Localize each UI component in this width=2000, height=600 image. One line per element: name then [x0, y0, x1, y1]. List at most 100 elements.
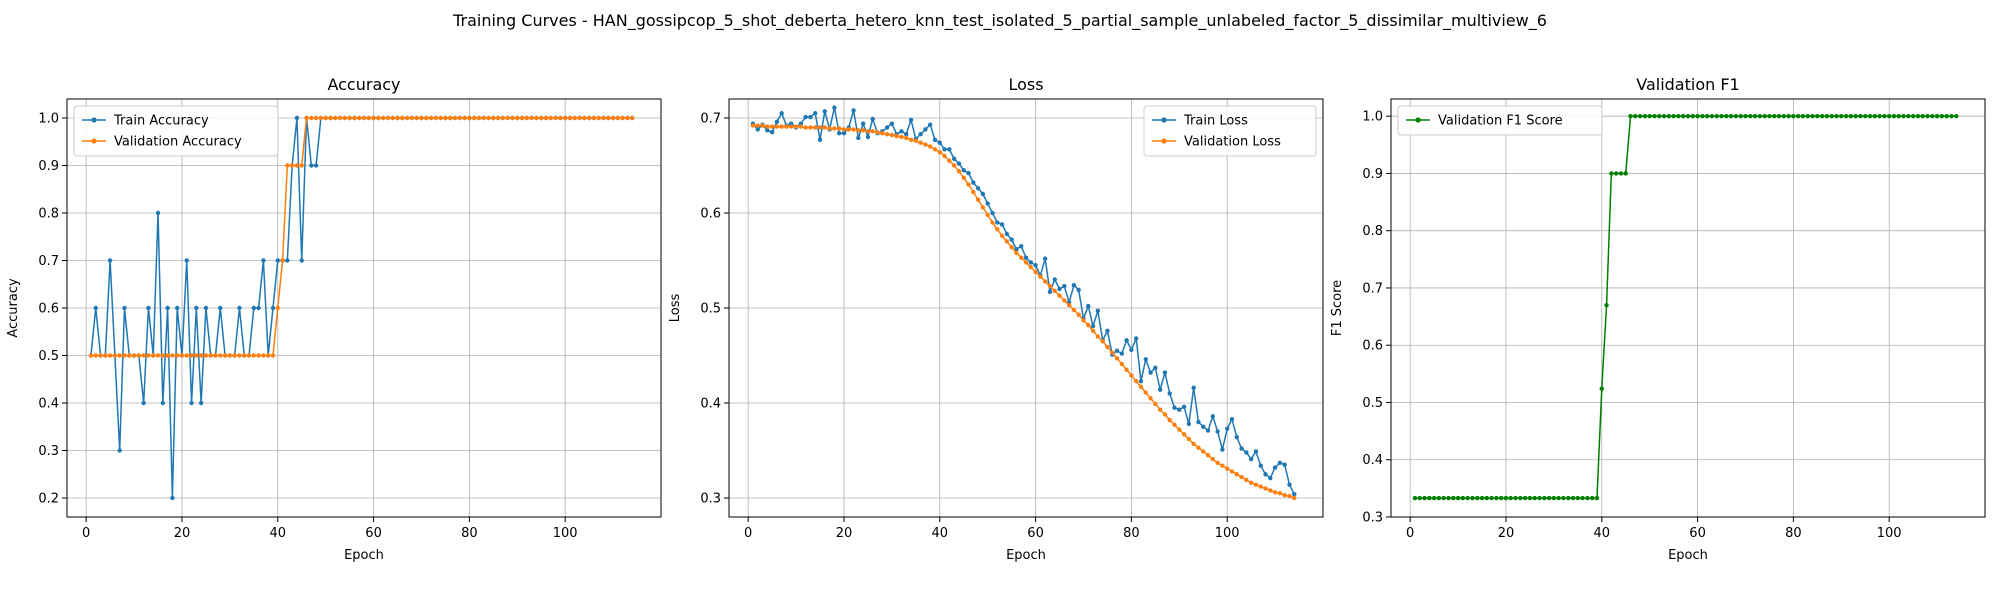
panel-1-series-2-point [567, 115, 573, 121]
panel-3-series-1-point [1431, 495, 1437, 501]
panel-2-series-1-point [1090, 323, 1096, 329]
panel-3-series-1-point [1944, 113, 1949, 119]
panel-1-x-tick-label: 20 [174, 526, 191, 541]
panel-1-series-2-point [333, 115, 338, 121]
panel-1-y-axis-label: Accuracy [6, 278, 21, 338]
panel-3-legend: Validation F1 Score [1397, 105, 1603, 136]
panel-1-series-2-point [495, 115, 501, 121]
panel-2-y-tick-label: 0.4 [700, 397, 721, 412]
panel-2-series-1-point [865, 134, 871, 140]
panel-1-legend-label: Validation Accuracy [114, 135, 242, 150]
panel-1-series-2-point [486, 115, 491, 121]
panel-1-series-2-point [462, 115, 467, 121]
panel-3-series-1-point [1872, 113, 1878, 119]
panel-1-series-2-point [467, 115, 472, 121]
panel-1-series-1-point [237, 305, 242, 311]
panel-1: 0 20 40 60 80 100 0.2 0.3 0.4 0.5 0.6 0.7 0.8 0.9 1.0 A… [6, 75, 662, 563]
panel-2-series-2-point [1272, 490, 1278, 495]
panel-2-series-2-point [1277, 491, 1283, 496]
panel-1-series-2-point [491, 115, 496, 121]
panel-2-series-1-point [1258, 463, 1263, 468]
panel-2-series-1-point [1196, 419, 1201, 425]
panel-3-x-tick-label: 0 [1406, 526, 1414, 541]
panel-1-y-tick-label: 1.0 [38, 112, 59, 127]
panel-3-series-1-point [1422, 495, 1427, 501]
panel-2-series-1-point [860, 121, 866, 126]
panel-2-series-2-point [942, 153, 947, 159]
panel-1-legend-swatch-marker [91, 138, 97, 144]
panel-3-series-1-point [1858, 113, 1863, 119]
panel-3-series-1-point [1901, 113, 1906, 119]
panel-2-y-tick-label: 0.6 [700, 207, 721, 222]
panel-1-series-1-point [218, 305, 223, 311]
panel-3-series-1-point [1657, 113, 1662, 119]
panel-1-series-2-point [529, 115, 534, 121]
panel-2-series-1-point [951, 156, 957, 162]
panel-2-series-1-point [1124, 338, 1129, 343]
panel-3-series-1-point [1570, 495, 1576, 501]
panel-1-series-2-point [294, 163, 300, 168]
panel-1-series-2 [88, 115, 635, 358]
panel-1-series-2-point [174, 353, 180, 358]
panel-3-series-1-point [1623, 171, 1628, 176]
panel-2-series-2-point [1186, 436, 1192, 442]
panel-3-series-1-point [1886, 113, 1892, 119]
panel-2-series-1-point [836, 131, 842, 136]
panel-1-series-2-point [438, 115, 443, 121]
panel-2-legend-swatch-marker [1161, 138, 1167, 144]
panel-1-series-1-point [294, 115, 300, 121]
panel-3-series-1-point [1891, 113, 1897, 119]
panel-3-series-1-point [1915, 113, 1921, 119]
panel-1-series-2-point [198, 353, 204, 358]
panel-2-series-1-point [980, 191, 986, 197]
panel-2-series-2-point [1081, 318, 1086, 323]
panel-1-series-2-point [213, 353, 218, 358]
panel-2-series-2-point [1124, 367, 1129, 372]
panel-2-series-1-point [856, 135, 861, 141]
panel-1-series-2-point [227, 353, 233, 358]
panel-2-series-2-point [832, 126, 837, 131]
panel-2-series-2-point [1282, 492, 1287, 498]
panel-2-series-1-point [1239, 446, 1244, 451]
panel-2-legend-label: Train Loss [1183, 114, 1248, 129]
panel-3-series-1-point [1690, 113, 1695, 119]
panel-3-x-tick-label: 80 [1785, 526, 1802, 541]
panel-2-series-1-point [918, 131, 923, 137]
panel-2-series-1-point [817, 137, 823, 143]
panel-3-series-1 [1412, 113, 1959, 501]
panel-1-series-2-point [232, 353, 237, 358]
panel-1-series-2-point [591, 115, 597, 121]
panel-1-series-2-point [457, 115, 463, 121]
panel-3-series-1-point [1791, 113, 1796, 119]
panel-3-series-1-point [1728, 113, 1734, 119]
panel-1-series-2-point [179, 353, 185, 358]
figure-suptitle: Training Curves - HAN_gossipcop_5_shot_d… [452, 11, 1547, 31]
panel-3-series-1-point [1412, 495, 1418, 501]
panel-2-y-tick-label: 0.7 [700, 112, 721, 127]
panel-2-series-1-point [1210, 414, 1216, 419]
panel-2-series-2-point [923, 142, 928, 147]
panel-1-series-2-point [357, 115, 362, 121]
panel-3-series-1-point [1939, 113, 1945, 119]
panel-2-series-2-point [1157, 407, 1163, 412]
panel-3-series-1-point [1853, 113, 1858, 119]
panel-2-series-2-point [884, 131, 890, 137]
panel-1-series-2-point [208, 353, 213, 358]
panel-1-series-2-point [625, 115, 630, 121]
panel-1-series-2-point [141, 353, 146, 358]
panel-2-x-axis-label: Epoch [1006, 548, 1046, 563]
panel-1-series-2-point [615, 115, 621, 121]
panel-1-y-tick-label: 0.5 [38, 349, 59, 364]
panel-2-series-1-point [769, 130, 775, 135]
panel-1-y-tick-label: 0.8 [38, 207, 59, 222]
panel-2-series-2-point [1019, 255, 1024, 260]
panel-3-series-1-point [1566, 495, 1571, 501]
panel-2-series-2-point [1033, 269, 1038, 275]
panel-3-legend-label: Validation F1 Score [1438, 114, 1563, 129]
panel-2-series-1-point [961, 168, 966, 173]
panel-2-series-1-point [1105, 328, 1110, 333]
panel-2-series-1-point [1234, 435, 1239, 440]
panel-2-series-2-point [769, 124, 775, 129]
panel-1-series-1-point [141, 400, 146, 406]
